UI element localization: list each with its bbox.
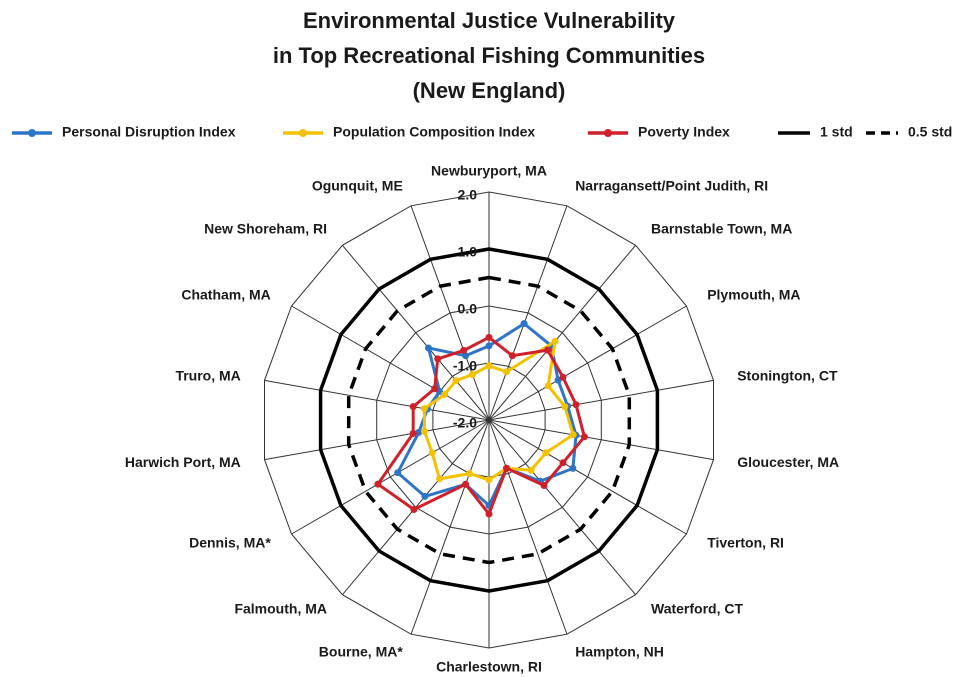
spoke (291, 305, 490, 421)
category-label: Falmouth, MA (234, 601, 327, 617)
spoke (488, 305, 687, 421)
data-point (428, 449, 436, 457)
data-point (420, 427, 428, 435)
legend-label: Personal Disruption Index (62, 124, 236, 140)
data-point (544, 382, 552, 390)
data-point (394, 469, 402, 477)
data-point (409, 403, 417, 411)
spoke (410, 205, 490, 421)
legend-label: 0.5 std (908, 124, 952, 140)
category-label: Stonington, CT (737, 368, 838, 384)
data-point (503, 368, 510, 376)
legend-label: 1 std (820, 124, 853, 140)
data-point (542, 449, 550, 457)
category-label: New Shoreham, RI (204, 221, 327, 237)
data-point (410, 506, 418, 513)
chart-title: Environmental Justice Vulnerability (303, 8, 676, 33)
category-label: Bourne, MA* (319, 644, 404, 660)
category-label: Charlestown, RI (436, 659, 542, 675)
legend-marker (299, 129, 307, 137)
spoke (488, 419, 636, 595)
data-point (580, 433, 588, 441)
category-label: Newburyport, MA (431, 163, 547, 179)
data-point (421, 492, 429, 500)
data-point (520, 320, 528, 328)
series-line (318, 247, 660, 593)
data-point (420, 405, 428, 413)
spoke (488, 379, 714, 421)
data-point (374, 480, 382, 488)
spoke (410, 419, 490, 635)
data-point (425, 344, 432, 352)
spoke (291, 419, 490, 535)
r-tick-label: 2.0 (458, 187, 478, 203)
category-label: Dennis, MA* (189, 535, 271, 551)
data-point (569, 464, 577, 472)
category-label: Waterford, CT (651, 601, 743, 617)
category-label: Truro, MA (175, 368, 240, 384)
r-tick-label: -1.0 (453, 358, 477, 374)
series-line (422, 339, 575, 482)
data-point (551, 337, 559, 345)
data-point (485, 476, 493, 484)
spoke (264, 379, 490, 421)
data-point (436, 475, 443, 483)
data-point (452, 377, 460, 385)
category-label: Barnstable Town, MA (651, 221, 792, 237)
chart-title: in Top Recreational Fishing Communities (273, 43, 705, 68)
data-point (485, 333, 493, 341)
legend-marker (604, 129, 612, 137)
spoke (488, 245, 636, 421)
r-tick-label: 1.0 (458, 244, 478, 260)
data-point (485, 510, 493, 518)
legend-marker (28, 129, 36, 137)
data-point (434, 355, 442, 363)
chart-title: (New England) (413, 78, 566, 103)
data-point (527, 466, 535, 474)
spoke (488, 419, 714, 461)
series-line (346, 275, 632, 565)
category-label: Gloucester, MA (737, 454, 839, 470)
data-point (409, 429, 417, 437)
data-point (540, 482, 548, 489)
spoke (342, 245, 490, 421)
data-point (466, 470, 473, 478)
data-point (441, 390, 449, 398)
data-point (468, 371, 476, 378)
data-point (415, 428, 423, 436)
data-point (569, 431, 577, 439)
category-label: Hampton, NH (575, 644, 664, 660)
data-point (485, 362, 493, 370)
data-point (460, 346, 468, 354)
spoke (264, 419, 490, 461)
data-point (561, 403, 569, 411)
legend-label: Population Composition Index (333, 124, 535, 140)
data-point (462, 352, 470, 360)
data-point (559, 373, 567, 381)
category-label: Chatham, MA (181, 287, 270, 303)
spoke (488, 419, 568, 635)
data-point (462, 480, 470, 488)
data-point (508, 352, 516, 360)
r-tick-label: 0.0 (458, 301, 478, 317)
r-tick-label: -2.0 (453, 415, 477, 431)
spoke (488, 205, 568, 421)
category-label: Tiverton, RI (707, 535, 784, 551)
data-point (572, 401, 580, 409)
category-label: Harwich Port, MA (125, 454, 241, 470)
legend-label: Poverty Index (638, 124, 730, 140)
category-label: Narragansett/Point Judith, RI (575, 178, 768, 194)
spoke (488, 419, 687, 535)
data-point (485, 342, 493, 350)
data-point (544, 346, 552, 354)
data-point (503, 464, 510, 472)
category-label: Plymouth, MA (707, 287, 800, 303)
data-point (431, 385, 439, 393)
data-point (559, 459, 567, 467)
category-label: Ogunquit, ME (312, 178, 403, 194)
